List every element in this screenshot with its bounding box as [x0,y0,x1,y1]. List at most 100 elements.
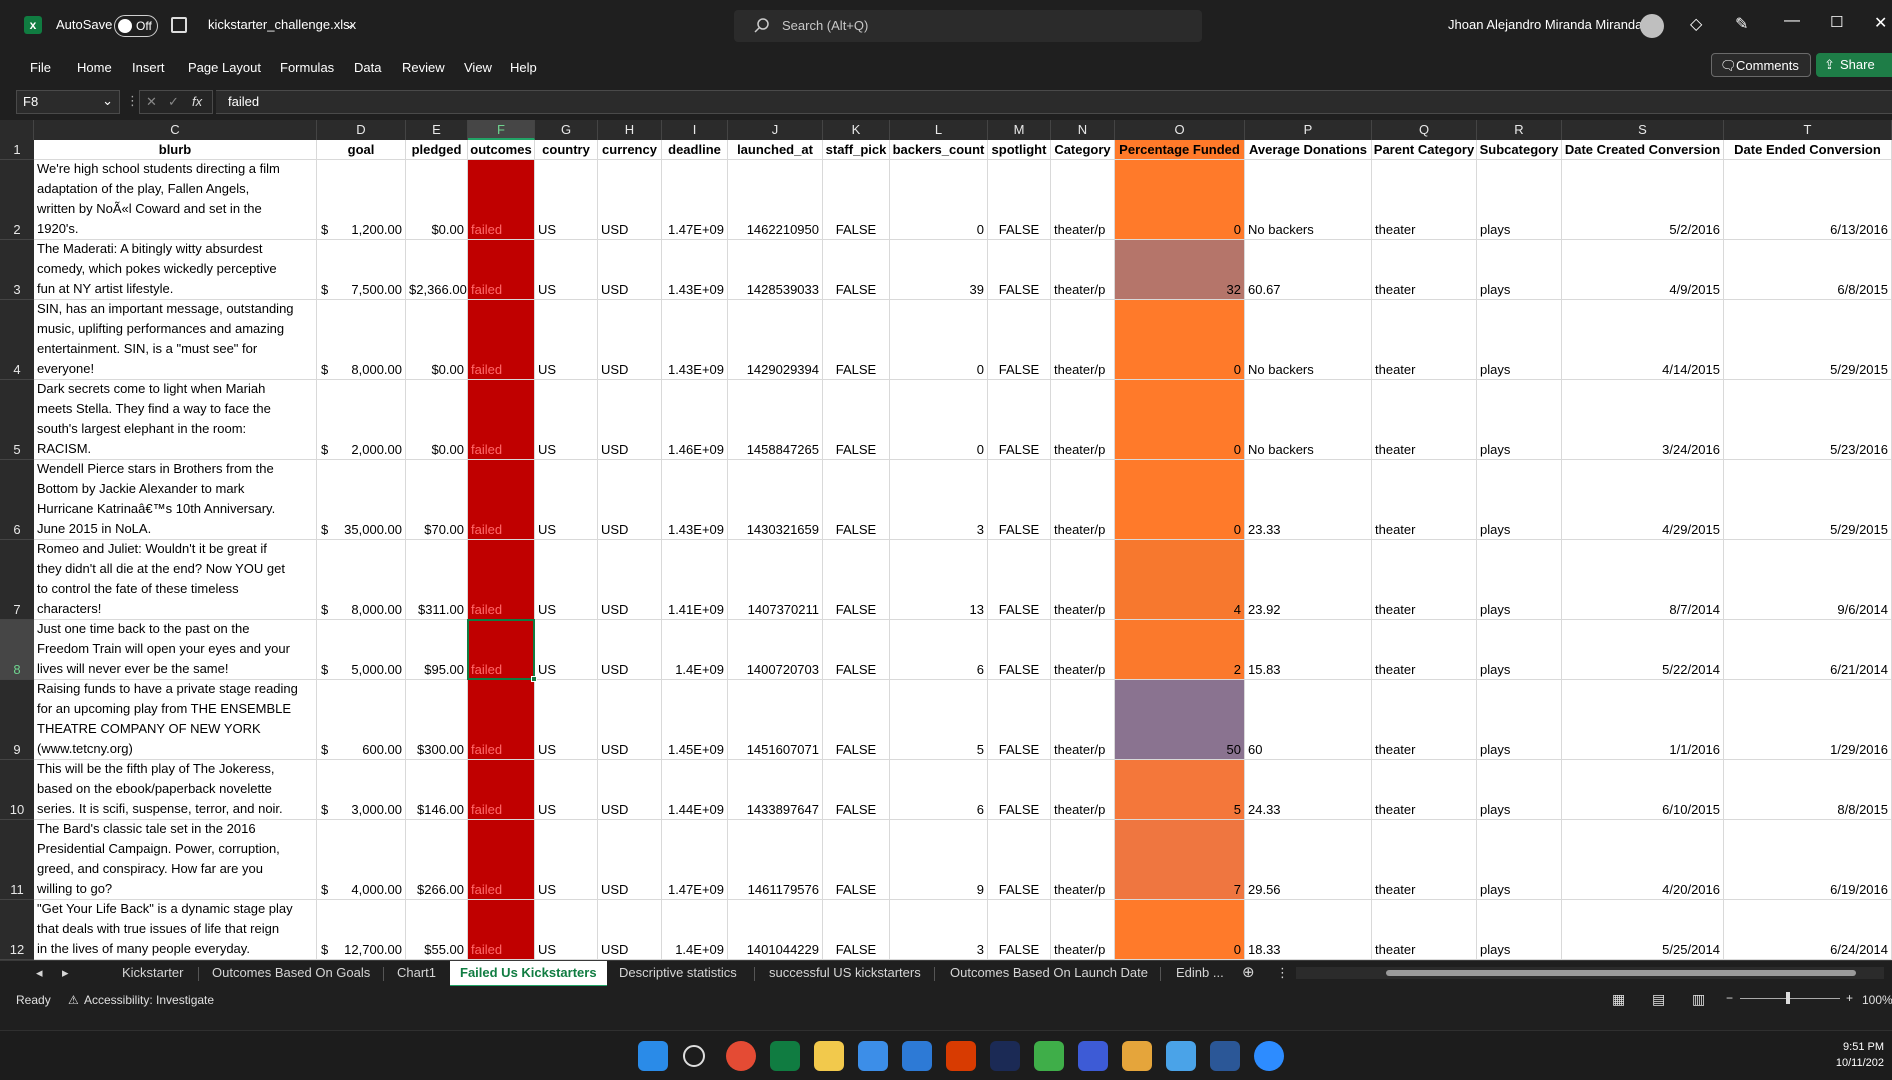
cancel-icon[interactable]: ✕ [146,94,157,109]
outcome-cell[interactable]: failed [468,760,535,820]
launched-cell[interactable]: 1430321659 [728,460,823,540]
parent-cell[interactable]: theater [1372,760,1477,820]
launched-cell[interactable]: 1462210950 [728,160,823,240]
spot-cell[interactable]: FALSE [988,760,1051,820]
goal-cell[interactable]: $4,000.00 [317,820,406,900]
launched-cell[interactable]: 1458847265 [728,380,823,460]
tab-successful-us[interactable]: successful US kickstarters [769,965,921,980]
chrome-icon[interactable] [726,1041,756,1071]
blurb-cell[interactable]: Dark secrets come to light when Mariah me… [34,380,317,460]
cat-cell[interactable]: theater/p [1051,900,1115,960]
currency-cell[interactable]: USD [598,160,662,240]
column-title-country[interactable]: country [535,140,598,160]
pct-cell[interactable]: 0 [1115,380,1245,460]
store-icon[interactable] [858,1041,888,1071]
pledged-cell[interactable]: $0.00 [406,380,468,460]
parent-cell[interactable]: theater [1372,380,1477,460]
goal-cell[interactable]: $2,000.00 [317,380,406,460]
blurb-cell[interactable]: Just one time back to the past on the Fre… [34,620,317,680]
maximize-icon[interactable]: ☐ [1830,14,1844,31]
blurb-cell[interactable]: This will be the fifth play of The Joker… [34,760,317,820]
row-header[interactable]: 7 [0,540,34,620]
currency-cell[interactable]: USD [598,240,662,300]
row-header[interactable]: 6 [0,460,34,540]
currency-cell[interactable]: USD [598,760,662,820]
column-header-s[interactable]: S [1562,120,1724,140]
created-cell[interactable]: 8/7/2014 [1562,540,1724,620]
created-cell[interactable]: 4/20/2016 [1562,820,1724,900]
created-cell[interactable]: 3/24/2016 [1562,380,1724,460]
deadline-cell[interactable]: 1.43E+09 [662,460,728,540]
outcome-cell[interactable]: failed [468,820,535,900]
country-cell[interactable]: US [535,540,598,620]
column-header-e[interactable]: E [406,120,468,140]
column-header-g[interactable]: G [535,120,598,140]
sub-cell[interactable]: plays [1477,240,1562,300]
created-cell[interactable]: 4/14/2015 [1562,300,1724,380]
country-cell[interactable]: US [535,240,598,300]
excel-icon[interactable] [770,1041,800,1071]
column-header-d[interactable]: D [317,120,406,140]
column-header-c[interactable]: C [34,120,317,140]
pledged-cell[interactable]: $0.00 [406,160,468,240]
zoom-out-icon[interactable]: − [1726,991,1734,1005]
backers-cell[interactable]: 3 [890,460,988,540]
windows-start-icon[interactable] [638,1041,668,1071]
menu-review[interactable]: Review [402,60,445,75]
blurb-cell[interactable]: Romeo and Juliet: Wouldn't it be great i… [34,540,317,620]
outcome-cell[interactable]: failed [468,900,535,960]
menu-page-layout[interactable]: Page Layout [188,60,262,75]
launched-cell[interactable]: 1407370211 [728,540,823,620]
close-icon[interactable]: ✕ [1874,15,1888,32]
ended-cell[interactable]: 8/8/2015 [1724,760,1892,820]
parent-cell[interactable]: theater [1372,620,1477,680]
created-cell[interactable]: 4/9/2015 [1562,240,1724,300]
column-title-pledged[interactable]: pledged [406,140,468,160]
currency-cell[interactable]: USD [598,460,662,540]
spot-cell[interactable]: FALSE [988,620,1051,680]
pct-cell[interactable]: 7 [1115,820,1245,900]
save-icon[interactable] [171,17,187,33]
blurb-cell[interactable]: We're high school students directing a f… [34,160,317,240]
zoom-icon[interactable] [1254,1041,1284,1071]
avg-cell[interactable]: 23.92 [1245,540,1372,620]
column-title-blurb[interactable]: blurb [34,140,317,160]
select-all-corner[interactable] [0,120,34,140]
outcome-cell[interactable]: failed [468,620,535,680]
staff-cell[interactable]: FALSE [823,380,890,460]
parent-cell[interactable]: theater [1372,900,1477,960]
app-icon[interactable] [990,1041,1020,1071]
row-header[interactable]: 3 [0,240,34,300]
goal-cell[interactable]: $600.00 [317,680,406,760]
column-title-currency[interactable]: currency [598,140,662,160]
column-header-f[interactable]: F [468,120,535,140]
tab-edinb[interactable]: Edinb ... [1176,965,1224,980]
tab-launch-date[interactable]: Outcomes Based On Launch Date [950,965,1149,980]
row-header[interactable]: 1 [0,140,34,160]
ended-cell[interactable]: 5/29/2015 [1724,460,1892,540]
avg-cell[interactable]: No backers [1245,160,1372,240]
backers-cell[interactable]: 3 [890,900,988,960]
avg-cell[interactable]: 23.33 [1245,460,1372,540]
blurb-cell[interactable]: "Get Your Life Back" is a dynamic stage … [34,900,317,960]
ended-cell[interactable]: 6/21/2014 [1724,620,1892,680]
column-title-date-ended-conversion[interactable]: Date Ended Conversion [1724,140,1892,160]
ended-cell[interactable]: 9/6/2014 [1724,540,1892,620]
column-title-backers-count[interactable]: backers_count [890,140,988,160]
cat-cell[interactable]: theater/p [1051,380,1115,460]
backers-cell[interactable]: 6 [890,620,988,680]
parent-cell[interactable]: theater [1372,540,1477,620]
launched-cell[interactable]: 1400720703 [728,620,823,680]
avg-cell[interactable]: 60.67 [1245,240,1372,300]
app-icon[interactable] [1078,1041,1108,1071]
goal-cell[interactable]: $1,200.00 [317,160,406,240]
deadline-cell[interactable]: 1.47E+09 [662,820,728,900]
menu-formulas[interactable]: Formulas [280,60,335,75]
column-title-average-donations[interactable]: Average Donations [1245,140,1372,160]
tab-outcomes-goals[interactable]: Outcomes Based On Goals [212,965,371,980]
search-icon[interactable] [683,1045,705,1067]
backers-cell[interactable]: 39 [890,240,988,300]
minimize-icon[interactable]: — [1784,12,1800,29]
ended-cell[interactable]: 1/29/2016 [1724,680,1892,760]
mail-icon[interactable] [902,1041,932,1071]
